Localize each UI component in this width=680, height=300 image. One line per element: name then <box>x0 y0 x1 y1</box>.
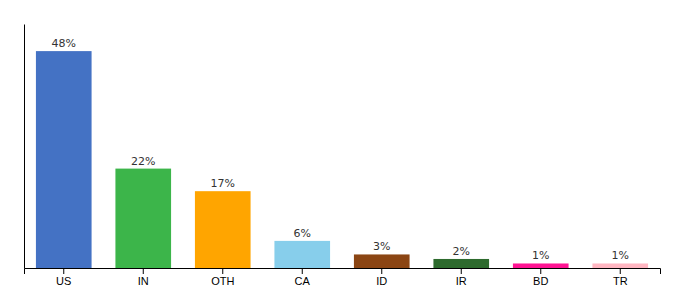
bars <box>36 51 648 268</box>
data-label: 48% <box>52 37 76 50</box>
data-label: 2% <box>453 245 470 258</box>
bar <box>354 254 410 268</box>
x-tick-label: IN <box>138 275 149 287</box>
bar <box>513 263 569 268</box>
x-tick-mark <box>381 268 382 274</box>
data-labels: 48% 22% 17% 6% 3% 2% 1% 1% <box>52 37 629 262</box>
y-axis-line <box>24 25 25 269</box>
bar <box>433 259 489 268</box>
x-tick: IR <box>456 268 467 287</box>
x-tick-label: BD <box>533 275 548 287</box>
x-tick: US <box>56 268 71 287</box>
plot: US IN OTH CA ID IR BD TR 48% 22% 17% 6% 3% 2% 1% 1% <box>25 25 661 287</box>
x-tick-label: CA <box>295 275 311 287</box>
x-tick: CA <box>295 268 311 287</box>
x-axis-line <box>25 269 661 275</box>
data-label: 6% <box>294 227 311 240</box>
chart: US IN OTH CA ID IR BD TR 48% 22% 17% 6% 3% 2% 1% 1% <box>0 0 680 300</box>
x-tick-label: IR <box>456 275 467 287</box>
x-tick: OTH <box>211 268 234 287</box>
x-tick-mark <box>222 268 223 274</box>
data-label: 22% <box>131 155 155 168</box>
data-label: 1% <box>612 249 629 262</box>
data-label: 1% <box>532 249 549 262</box>
x-tick-mark <box>302 268 303 274</box>
x-tick: IN <box>138 268 149 287</box>
x-tick-label: OTH <box>211 275 234 287</box>
x-tick-mark <box>461 268 462 274</box>
x-tick-label: US <box>56 275 71 287</box>
x-tick: BD <box>533 268 548 287</box>
bar <box>36 51 92 268</box>
x-tick-mark <box>620 268 621 274</box>
data-label: 17% <box>211 177 235 190</box>
data-label: 3% <box>373 240 390 253</box>
bar <box>195 191 251 268</box>
bar <box>274 241 330 268</box>
x-tick-mark <box>63 268 64 274</box>
y-axis <box>24 25 25 269</box>
x-axis: US IN OTH CA ID IR BD TR <box>25 268 661 287</box>
bar <box>592 263 648 268</box>
x-tick-label: TR <box>613 275 628 287</box>
x-tick: TR <box>613 268 628 287</box>
bar <box>115 169 171 268</box>
x-tick-label: ID <box>376 275 387 287</box>
x-tick: ID <box>376 268 387 287</box>
x-tick-mark <box>143 268 144 274</box>
x-tick-mark <box>540 268 541 274</box>
